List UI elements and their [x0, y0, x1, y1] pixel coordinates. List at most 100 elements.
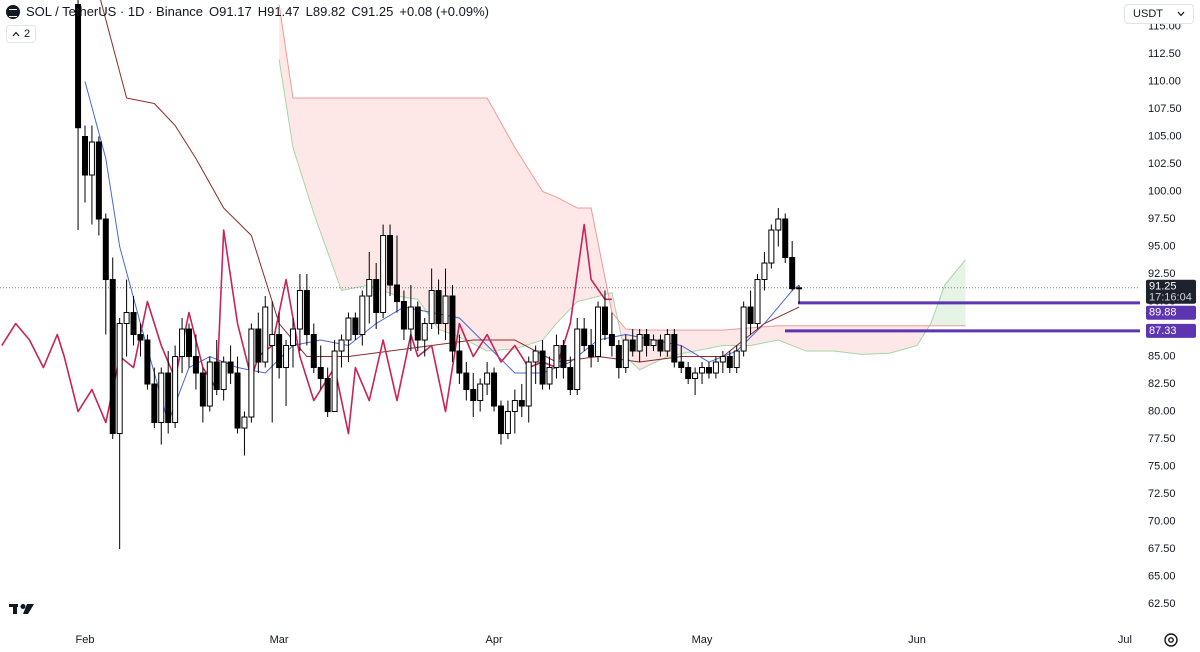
candle-body	[518, 400, 525, 407]
candle-body	[664, 334, 671, 352]
x-tick-label: Mar	[270, 634, 289, 646]
candle-body	[712, 361, 719, 374]
ohlc-value: 91.25	[360, 4, 394, 19]
y-tick-label: 65.00	[1148, 570, 1176, 582]
candle-body	[692, 372, 699, 380]
cloud-segment	[417, 98, 439, 330]
candle-body	[324, 378, 331, 413]
symbol-title[interactable]: SOL / TetherUS · 1D · Binance	[26, 4, 204, 19]
candle-body	[144, 339, 151, 385]
candle-body	[525, 361, 532, 407]
candle-body	[407, 306, 414, 330]
y-tick-label: 107.50	[1148, 103, 1182, 115]
candle-body	[657, 339, 664, 352]
indicator-line	[100, 0, 800, 363]
ohlc-values: O91.17 H91.47 L89.82 C91.25	[209, 4, 393, 19]
ohlc-value: 91.17	[219, 4, 252, 19]
candle-body	[151, 383, 158, 424]
candle-body	[359, 295, 366, 336]
candle-body	[775, 218, 782, 231]
y-tick-label: 95.00	[1148, 240, 1176, 252]
candle-body	[629, 339, 636, 352]
candle-body	[262, 306, 269, 363]
candle-body	[789, 257, 796, 290]
candle-body	[95, 141, 102, 220]
indicator-toggle[interactable]: 2	[6, 25, 37, 43]
settings-icon[interactable]	[1164, 633, 1178, 647]
level-box	[1146, 305, 1196, 320]
y-tick-label: 100.00	[1148, 185, 1182, 197]
candle-body	[671, 334, 678, 363]
candle-body	[387, 235, 394, 286]
candle-body	[608, 334, 615, 347]
cloud-segment	[861, 325, 890, 355]
candle-body	[269, 334, 276, 347]
candle-body	[470, 389, 477, 402]
candle-body	[303, 290, 310, 336]
candle-body	[338, 339, 345, 352]
candle-body	[165, 372, 172, 424]
cloud-segment	[396, 98, 418, 300]
chevron	[12, 31, 20, 37]
price-change: +0.08 (+0.09%)	[399, 4, 489, 19]
tv-logo	[9, 604, 34, 614]
y-tick-label: 62.50	[1148, 598, 1176, 610]
y-tick-label: 97.50	[1148, 213, 1176, 225]
candle-body	[185, 328, 192, 358]
candle-body	[317, 367, 324, 380]
y-tick-label: 80.00	[1148, 405, 1176, 417]
candle-body	[539, 350, 546, 385]
candle-body	[352, 317, 359, 336]
candle-body	[310, 334, 317, 369]
candle-body	[511, 400, 518, 413]
currency-label: USDT	[1133, 8, 1163, 20]
ohlc-item: H91.47	[258, 4, 300, 19]
candle-body	[456, 350, 463, 374]
candle-body	[477, 383, 484, 402]
x-tick-label: May	[692, 634, 713, 646]
candle-body	[699, 367, 706, 374]
candle-body	[400, 301, 407, 330]
y-tick-label: 67.50	[1148, 543, 1176, 555]
cloud-segment	[341, 98, 370, 291]
y-tick-label: 72.50	[1148, 488, 1176, 500]
candle-body	[601, 306, 608, 336]
candle-body	[643, 334, 650, 347]
candle-body	[636, 334, 643, 352]
candle-body	[650, 339, 657, 347]
candle-body	[726, 356, 733, 369]
candle-body	[560, 345, 567, 369]
candle-body	[380, 235, 387, 314]
candle-body	[123, 312, 130, 325]
candle-body	[761, 262, 768, 281]
candle-body	[137, 334, 144, 341]
level-box	[1146, 323, 1196, 338]
candle-body	[345, 317, 352, 341]
candle-body	[428, 290, 435, 325]
y-tick-label: 102.50	[1148, 158, 1182, 170]
indicator-line	[1, 223, 612, 435]
candle-body	[283, 345, 290, 369]
cloud-segment	[313, 98, 342, 291]
candle-body	[227, 361, 234, 374]
candle-body	[289, 328, 296, 347]
candle-body	[740, 306, 747, 352]
ohlc-value: 91.47	[267, 4, 300, 19]
currency-button[interactable]: USDT	[1124, 4, 1194, 24]
plot-area	[0, 0, 1140, 550]
y-tick-label: 82.50	[1148, 378, 1176, 390]
cloud-segment	[279, 4, 293, 148]
candle-body	[172, 356, 179, 424]
last-price-label: 91.25	[1149, 281, 1177, 293]
candle-body	[719, 356, 726, 363]
x-tick-label: Apr	[485, 634, 502, 646]
candle-body	[220, 361, 227, 391]
candle-body	[102, 218, 109, 281]
last-price-box	[1146, 279, 1196, 304]
y-tick-label: 77.50	[1148, 433, 1176, 445]
ohlc-item: L89.82	[306, 4, 346, 19]
ohlc-key: O	[209, 4, 220, 19]
cloud-segment	[833, 325, 862, 355]
